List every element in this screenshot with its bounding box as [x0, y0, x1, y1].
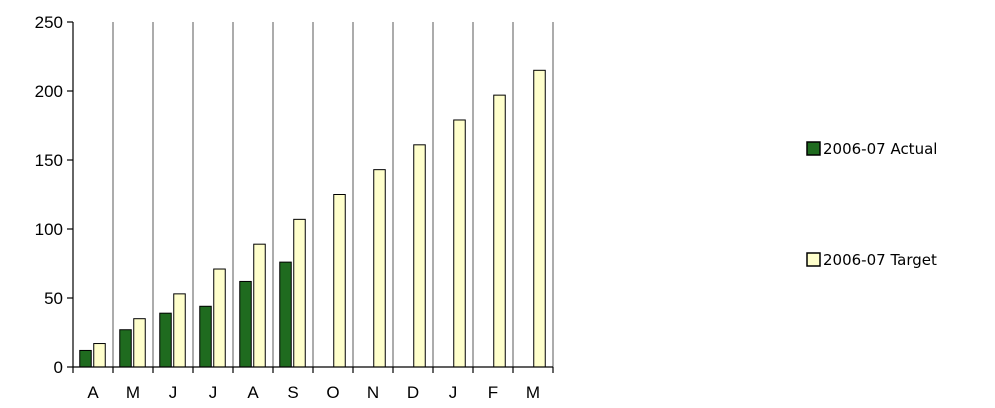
bar-2006-07-actual-4 [239, 280, 252, 368]
bar-2006-07-target-5 [293, 218, 306, 368]
bar-2006-07-target-2 [173, 293, 186, 368]
legend-label-2006-07-target: 2006-07 Target [823, 251, 937, 269]
legend-swatch-2006-07-target [806, 252, 821, 267]
x-tick-label-3: J [209, 383, 218, 402]
y-axis-tick-labels: 0 50 100 150 200 250 [35, 13, 63, 377]
x-tick-label-5: S [287, 383, 298, 402]
legend-swatch-2006-07-actual [806, 141, 821, 156]
x-tick-label-9: J [449, 383, 458, 402]
y-tick-label-50: 50 [44, 289, 63, 308]
bar-2006-07-actual-5 [279, 261, 292, 368]
bars [79, 69, 546, 368]
bar-2006-07-target-0 [93, 343, 106, 368]
y-tick-label-0: 0 [54, 358, 63, 377]
legend-item-2006-07-actual: 2006-07 Actual [806, 140, 937, 158]
legend-label-2006-07-actual: 2006-07 Actual [823, 140, 937, 158]
y-tick-label-200: 200 [35, 82, 63, 101]
x-tick-label-1: M [126, 383, 140, 402]
x-tick-label-4: A [247, 383, 259, 402]
bar-2006-07-actual-2 [159, 312, 172, 368]
y-tick-label-100: 100 [35, 220, 63, 239]
x-tick-label-7: N [367, 383, 379, 402]
bar-2006-07-target-4 [253, 243, 266, 368]
x-tick-label-11: M [526, 383, 540, 402]
bar-2006-07-target-9 [453, 119, 466, 368]
bar-2006-07-target-10 [493, 94, 506, 368]
x-tick-label-2: J [169, 383, 178, 402]
x-tick-label-8: D [407, 383, 419, 402]
legend-item-2006-07-target: 2006-07 Target [806, 251, 937, 269]
y-tick-label-150: 150 [35, 151, 63, 170]
axes [67, 21, 554, 373]
y-tick-label-250: 250 [35, 13, 63, 32]
bar-2006-07-target-1 [133, 318, 146, 368]
legend: 2006-07 Actual 2006-07 Target [806, 140, 937, 269]
x-tick-label-6: O [326, 383, 339, 402]
bar-2006-07-target-6 [333, 194, 346, 368]
x-tick-label-10: F [488, 383, 498, 402]
bar-2006-07-target-7 [373, 169, 386, 368]
bar-2006-07-actual-3 [199, 305, 212, 368]
bar-2006-07-target-11 [533, 69, 546, 368]
x-tick-label-0: A [87, 383, 99, 402]
bar-2006-07-actual-0 [79, 349, 92, 368]
vertical-gridlines [112, 22, 554, 367]
bar-2006-07-target-8 [413, 144, 426, 368]
bar-2006-07-actual-1 [119, 329, 132, 368]
bar-2006-07-target-3 [213, 268, 226, 368]
